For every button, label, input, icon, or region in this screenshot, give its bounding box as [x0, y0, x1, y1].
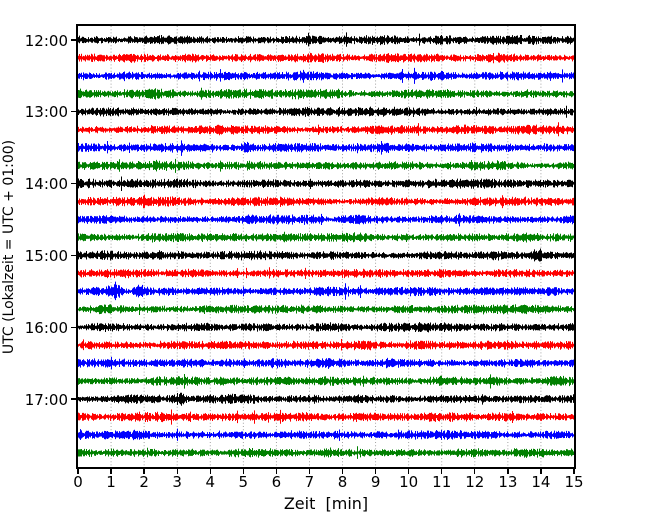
x-tick-label: 9 — [370, 473, 381, 491]
x-tick-label: 14 — [531, 473, 551, 491]
y-tick — [71, 326, 76, 328]
x-tick-label: 1 — [106, 473, 116, 491]
x-tick — [77, 469, 79, 474]
x-tick — [341, 469, 344, 474]
x-tick-label: 7 — [304, 473, 315, 491]
y-tick-label: 14:00 — [24, 175, 68, 194]
y-tick — [71, 182, 76, 185]
x-tick-label: 11 — [432, 473, 452, 491]
y-tick-label: 16:00 — [24, 318, 68, 337]
x-axis-label: Zeit [min] — [283, 494, 369, 513]
x-tick — [176, 469, 178, 474]
x-tick-label: 5 — [238, 473, 249, 491]
x-tick — [374, 469, 377, 474]
y-tick-label: 13:00 — [24, 103, 68, 122]
x-tick-label: 13 — [498, 473, 518, 491]
x-tick — [209, 469, 211, 474]
x-tick-label: 15 — [564, 473, 584, 491]
y-tick — [71, 39, 76, 41]
x-tick-label: 3 — [172, 473, 182, 491]
x-tick-label: 0 — [73, 473, 83, 491]
x-tick — [308, 469, 311, 474]
x-tick-label: 12 — [465, 473, 485, 491]
x-tick — [441, 469, 443, 474]
x-tick — [407, 469, 410, 474]
x-tick-label: 6 — [271, 473, 282, 491]
x-tick-label: 10 — [399, 473, 419, 491]
traces-canvas — [78, 26, 574, 467]
x-tick-label: 4 — [205, 473, 216, 491]
y-tick-label: 17:00 — [24, 390, 68, 409]
x-tick — [507, 469, 509, 474]
x-tick-label: 2 — [139, 473, 149, 491]
y-tick — [71, 111, 76, 113]
y-tick — [71, 254, 76, 257]
y-tick-label: 12:00 — [24, 31, 68, 50]
x-tick — [143, 469, 145, 474]
y-tick-label: 15:00 — [24, 246, 68, 265]
y-tick — [71, 398, 76, 400]
plot-area — [76, 24, 576, 469]
x-tick-label: 8 — [337, 473, 348, 491]
x-tick — [242, 469, 245, 474]
x-tick — [474, 469, 476, 474]
x-tick — [573, 469, 575, 474]
x-tick — [275, 469, 278, 474]
x-tick — [110, 469, 112, 474]
x-tick — [540, 469, 542, 474]
